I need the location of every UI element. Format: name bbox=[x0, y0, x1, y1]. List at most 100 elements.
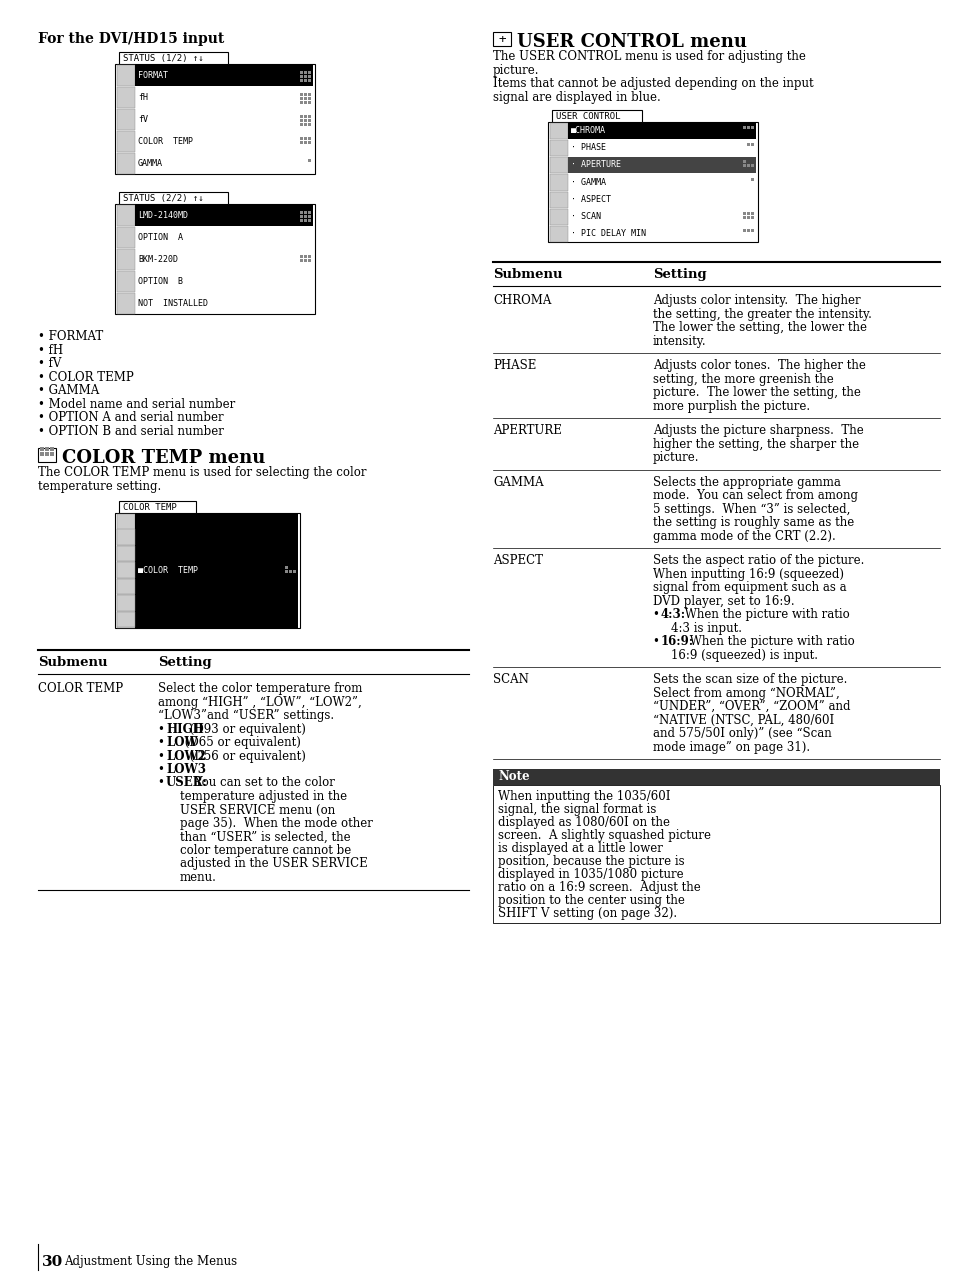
Text: Adjusts color tones.  The higher the: Adjusts color tones. The higher the bbox=[652, 359, 865, 372]
Bar bbox=[742, 161, 745, 163]
Bar bbox=[304, 74, 307, 78]
Bar bbox=[308, 101, 311, 103]
Bar bbox=[299, 79, 303, 82]
Text: (D93 or equivalent): (D93 or equivalent) bbox=[186, 722, 306, 735]
Text: setting, the more greenish the: setting, the more greenish the bbox=[652, 372, 833, 386]
Text: Sets the scan size of the picture.: Sets the scan size of the picture. bbox=[652, 673, 846, 685]
Text: 30: 30 bbox=[42, 1255, 63, 1269]
Text: · GAMMA: · GAMMA bbox=[571, 177, 605, 186]
Text: picture.: picture. bbox=[652, 451, 699, 464]
Text: displayed in 1035/1080 picture: displayed in 1035/1080 picture bbox=[497, 868, 683, 882]
Bar bbox=[304, 115, 307, 117]
Text: 16:9:: 16:9: bbox=[660, 634, 694, 648]
Bar bbox=[50, 447, 54, 451]
Text: For the DVI/HD15 input: For the DVI/HD15 input bbox=[38, 32, 224, 46]
Text: mode image” on page 31).: mode image” on page 31). bbox=[652, 740, 809, 753]
Text: •: • bbox=[158, 749, 169, 763]
Bar bbox=[45, 452, 49, 456]
Text: menu.: menu. bbox=[180, 871, 216, 884]
Bar bbox=[308, 140, 311, 144]
Text: COLOR TEMP menu: COLOR TEMP menu bbox=[62, 448, 265, 468]
Text: (D56 or equivalent): (D56 or equivalent) bbox=[186, 749, 306, 763]
Text: COLOR TEMP: COLOR TEMP bbox=[38, 682, 123, 696]
Bar bbox=[308, 219, 311, 222]
Bar bbox=[742, 126, 745, 129]
Bar bbox=[40, 447, 44, 451]
Bar bbox=[308, 158, 311, 162]
Text: adjusted in the USER SERVICE: adjusted in the USER SERVICE bbox=[180, 857, 367, 870]
Text: Submenu: Submenu bbox=[493, 268, 562, 282]
Text: signal are displayed in blue.: signal are displayed in blue. bbox=[493, 90, 660, 103]
Text: Items that cannot be adjusted depending on the input: Items that cannot be adjusted depending … bbox=[493, 76, 813, 90]
Text: BKM-220D: BKM-220D bbox=[138, 255, 178, 264]
Bar bbox=[117, 271, 135, 292]
Text: When inputting the 1035/60I: When inputting the 1035/60I bbox=[497, 790, 670, 803]
Text: position, because the picture is: position, because the picture is bbox=[497, 855, 684, 868]
Text: USER CONTROL: USER CONTROL bbox=[556, 112, 619, 121]
Bar bbox=[135, 65, 313, 87]
Text: GAMMA: GAMMA bbox=[138, 158, 163, 167]
Bar bbox=[308, 115, 311, 117]
Bar bbox=[117, 293, 135, 313]
Text: • OPTION B and serial number: • OPTION B and serial number bbox=[38, 424, 224, 437]
Bar bbox=[550, 175, 567, 191]
Bar bbox=[304, 122, 307, 126]
Text: OPTION  A: OPTION A bbox=[138, 232, 183, 242]
Bar bbox=[117, 131, 135, 152]
Bar bbox=[742, 164, 745, 167]
Text: Selects the appropriate gamma: Selects the appropriate gamma bbox=[652, 475, 840, 488]
Text: • COLOR TEMP: • COLOR TEMP bbox=[38, 371, 133, 383]
Text: Setting: Setting bbox=[652, 268, 706, 282]
Text: 4:3:: 4:3: bbox=[660, 608, 685, 620]
Bar bbox=[304, 140, 307, 144]
Text: Submenu: Submenu bbox=[38, 656, 108, 669]
FancyBboxPatch shape bbox=[115, 513, 299, 628]
Text: more purplish the picture.: more purplish the picture. bbox=[652, 400, 809, 413]
Bar bbox=[299, 214, 303, 218]
Bar bbox=[308, 74, 311, 78]
Text: ■COLOR  TEMP: ■COLOR TEMP bbox=[138, 566, 198, 575]
Bar bbox=[746, 229, 749, 232]
Text: • GAMMA: • GAMMA bbox=[38, 383, 99, 397]
Text: The COLOR TEMP menu is used for selecting the color: The COLOR TEMP menu is used for selectin… bbox=[38, 466, 366, 479]
Bar bbox=[135, 205, 313, 225]
Bar bbox=[550, 209, 567, 224]
Text: temperature setting.: temperature setting. bbox=[38, 479, 161, 493]
Text: · PHASE: · PHASE bbox=[571, 143, 605, 152]
Text: Select the color temperature from: Select the color temperature from bbox=[158, 682, 362, 696]
Text: · ASPECT: · ASPECT bbox=[571, 195, 610, 204]
Text: signal, the signal format is: signal, the signal format is bbox=[497, 803, 656, 817]
Text: STATUS (1/2) ↑↓: STATUS (1/2) ↑↓ bbox=[123, 54, 203, 62]
Text: When the picture with ratio: When the picture with ratio bbox=[680, 608, 849, 620]
Bar bbox=[117, 87, 135, 108]
Bar bbox=[304, 97, 307, 99]
Bar bbox=[299, 74, 303, 78]
Text: +: + bbox=[497, 33, 505, 46]
Bar bbox=[746, 211, 749, 215]
Bar bbox=[493, 785, 939, 922]
Bar bbox=[550, 191, 567, 208]
Text: and 575/50I only)” (see “Scan: and 575/50I only)” (see “Scan bbox=[652, 727, 831, 740]
Bar bbox=[746, 164, 749, 167]
Bar bbox=[308, 259, 311, 261]
Bar bbox=[750, 215, 753, 219]
Text: page 35).  When the mode other: page 35). When the mode other bbox=[180, 817, 373, 829]
Text: screen.  A slightly squashed picture: screen. A slightly squashed picture bbox=[497, 829, 710, 842]
Text: The USER CONTROL menu is used for adjusting the: The USER CONTROL menu is used for adjust… bbox=[493, 50, 805, 62]
Bar bbox=[308, 118, 311, 121]
Bar bbox=[299, 219, 303, 222]
Text: temperature adjusted in the: temperature adjusted in the bbox=[180, 790, 347, 803]
Bar bbox=[40, 452, 44, 456]
Text: Adjusts the picture sharpness.  The: Adjusts the picture sharpness. The bbox=[652, 424, 862, 437]
Text: •: • bbox=[652, 608, 663, 620]
Bar bbox=[308, 210, 311, 214]
Text: When inputting 16:9 (squeezed): When inputting 16:9 (squeezed) bbox=[652, 567, 843, 581]
Text: LOW3: LOW3 bbox=[166, 763, 206, 776]
Bar bbox=[308, 97, 311, 99]
Text: •: • bbox=[652, 634, 663, 648]
Bar bbox=[285, 569, 288, 573]
Text: intensity.: intensity. bbox=[652, 335, 706, 348]
Text: Note: Note bbox=[497, 771, 529, 784]
Bar bbox=[117, 612, 135, 627]
Text: USER:: USER: bbox=[166, 776, 208, 790]
